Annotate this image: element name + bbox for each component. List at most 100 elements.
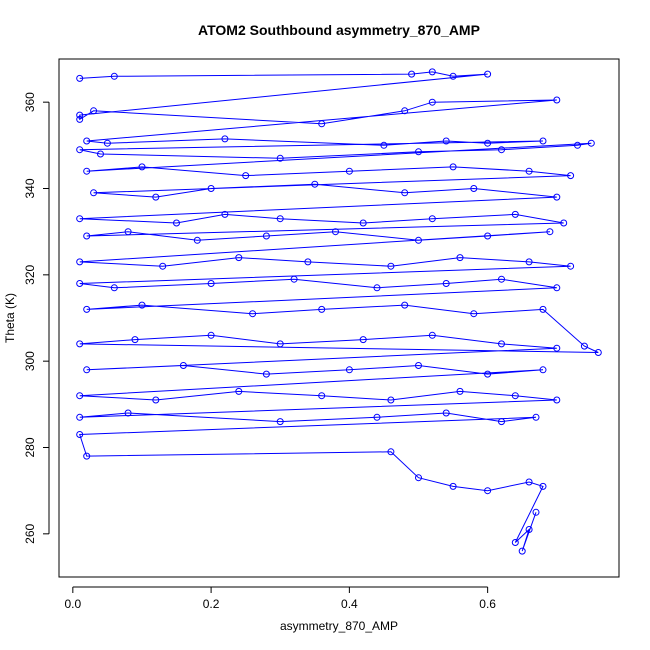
data-point xyxy=(359,219,367,227)
data-point xyxy=(83,167,91,175)
data-point xyxy=(539,305,547,313)
data-point xyxy=(449,482,457,490)
data-point xyxy=(76,392,84,400)
y-axis-label: Theta (K) xyxy=(3,293,17,343)
data-point xyxy=(83,366,91,374)
series-line xyxy=(79,71,599,552)
data-point xyxy=(442,280,450,287)
data-point xyxy=(484,487,492,495)
data-point xyxy=(456,254,464,262)
y-tick-label: 300 xyxy=(23,351,37,371)
data-point xyxy=(138,301,146,309)
data-point xyxy=(90,107,98,115)
data-point xyxy=(76,431,84,438)
data-point xyxy=(90,189,98,197)
data-point xyxy=(387,448,395,456)
data-point xyxy=(587,139,595,147)
data-point xyxy=(532,413,540,421)
data-point xyxy=(83,232,91,240)
data-point xyxy=(387,396,395,404)
data-point xyxy=(152,396,160,404)
data-point xyxy=(428,331,436,339)
data-point xyxy=(249,310,257,318)
data-point xyxy=(76,258,84,266)
y-tick-label: 320 xyxy=(23,265,37,285)
data-point xyxy=(546,228,554,236)
data-point xyxy=(511,392,519,400)
data-point xyxy=(387,262,395,270)
data-point xyxy=(553,284,561,292)
y-tick-label: 360 xyxy=(23,92,37,112)
data-point xyxy=(97,150,104,158)
data-point xyxy=(179,362,187,369)
data-point xyxy=(83,305,91,313)
data-point xyxy=(124,228,132,236)
data-point xyxy=(594,349,602,356)
data-point xyxy=(76,340,84,348)
data-point xyxy=(428,98,436,106)
data-point xyxy=(428,68,436,76)
data-point xyxy=(539,366,547,374)
data-point xyxy=(173,219,180,227)
data-points xyxy=(76,68,602,555)
data-point xyxy=(484,70,492,78)
data-point xyxy=(235,387,243,395)
y-tick-label: 260 xyxy=(23,524,37,544)
data-point xyxy=(76,413,84,421)
data-point xyxy=(76,115,84,123)
data-point xyxy=(311,180,319,188)
data-point xyxy=(415,362,422,369)
x-tick-label: 0.0 xyxy=(64,597,81,611)
data-point xyxy=(359,336,367,344)
data-point xyxy=(318,392,326,400)
data-point xyxy=(449,72,457,80)
data-point xyxy=(138,163,146,171)
data-point xyxy=(442,409,450,417)
data-point xyxy=(207,280,215,287)
data-point xyxy=(318,305,326,313)
plot-area xyxy=(58,58,620,578)
data-point xyxy=(76,111,84,119)
data-point xyxy=(207,185,215,192)
data-point xyxy=(124,409,132,417)
y-tick-label: 280 xyxy=(23,437,37,457)
data-point xyxy=(332,228,339,236)
data-point xyxy=(76,280,84,287)
data-point xyxy=(152,193,160,201)
data-point xyxy=(76,146,84,154)
data-point xyxy=(103,139,111,147)
data-point xyxy=(83,452,91,460)
data-point xyxy=(221,210,229,218)
data-point xyxy=(574,141,581,149)
data-point xyxy=(553,344,561,352)
data-point xyxy=(262,370,270,378)
data-point xyxy=(498,275,505,283)
data-point xyxy=(131,336,139,344)
data-point xyxy=(498,146,505,154)
x-axis-label: asymmetry_870_AMP xyxy=(280,619,398,633)
data-point xyxy=(159,262,167,270)
data-point xyxy=(580,342,588,350)
x-tick-label: 0.4 xyxy=(341,597,358,611)
x-tick-label: 0.2 xyxy=(203,597,220,611)
data-point xyxy=(83,137,91,145)
data-point xyxy=(484,232,492,240)
data-point xyxy=(110,284,118,292)
data-point xyxy=(276,418,284,426)
data-point xyxy=(345,366,353,374)
data-point xyxy=(304,258,312,266)
data-point xyxy=(428,215,436,223)
data-point xyxy=(560,219,568,227)
data-point xyxy=(415,474,422,482)
y-tick-label: 340 xyxy=(23,178,37,198)
data-point xyxy=(525,526,533,533)
data-point xyxy=(567,172,575,180)
data-point xyxy=(345,167,353,175)
data-point xyxy=(456,387,464,395)
data-point xyxy=(318,120,326,128)
data-point xyxy=(242,172,250,180)
data-point xyxy=(442,137,450,145)
data-point xyxy=(380,141,388,149)
data-point xyxy=(401,301,409,309)
